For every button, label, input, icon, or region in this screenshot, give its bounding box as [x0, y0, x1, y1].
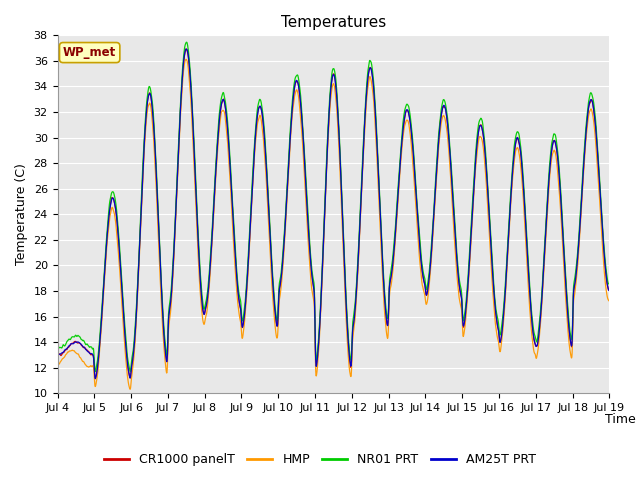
- Y-axis label: Temperature (C): Temperature (C): [15, 163, 28, 265]
- Text: WP_met: WP_met: [63, 46, 116, 59]
- X-axis label: Time: Time: [605, 413, 636, 426]
- Legend: CR1000 panelT, HMP, NR01 PRT, AM25T PRT: CR1000 panelT, HMP, NR01 PRT, AM25T PRT: [99, 448, 541, 471]
- Title: Temperatures: Temperatures: [281, 15, 386, 30]
